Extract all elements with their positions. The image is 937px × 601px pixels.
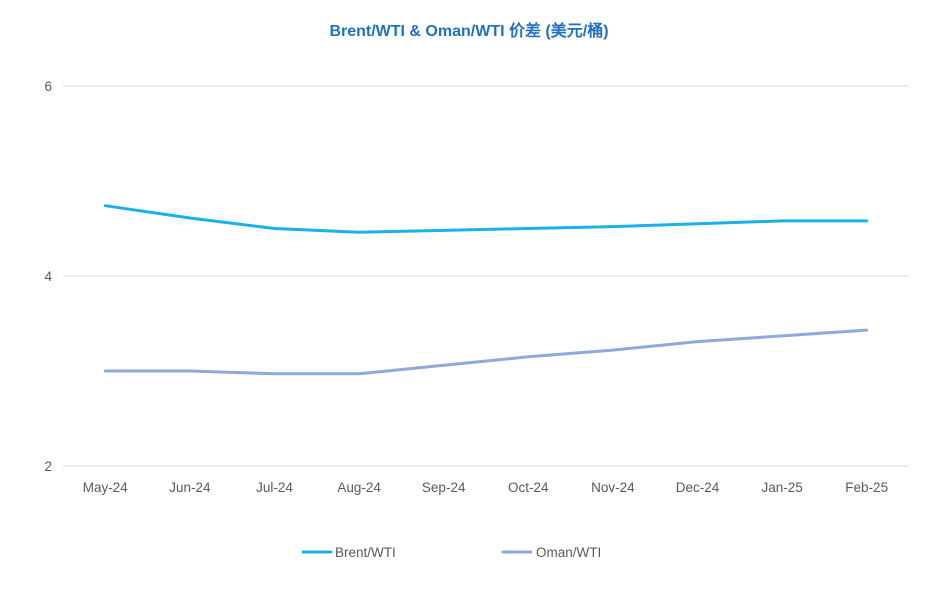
data-point-brent-wti-aug-24 xyxy=(356,229,362,235)
x-tick-label-feb-25: Feb-25 xyxy=(845,480,888,495)
x-tick-label-jun-24: Jun-24 xyxy=(169,480,211,495)
series-line-oman-wti xyxy=(103,328,869,376)
series-line-brent-wti xyxy=(103,204,869,234)
data-point-oman-wti-feb-25 xyxy=(864,327,870,333)
data-point-brent-wti-may-24 xyxy=(102,203,108,209)
data-point-oman-wti-dec-24 xyxy=(695,339,701,345)
data-point-brent-wti-jun-24 xyxy=(187,215,193,221)
x-tick-label-jan-25: Jan-25 xyxy=(761,480,802,495)
data-point-brent-wti-dec-24 xyxy=(695,221,701,227)
y-tick-label-2: 2 xyxy=(44,459,52,474)
gridlines xyxy=(63,85,909,467)
data-point-brent-wti-jul-24 xyxy=(272,226,278,232)
data-point-brent-wti-jan-25 xyxy=(779,218,785,224)
legend-label-brent-wti: Brent/WTI xyxy=(335,545,396,560)
data-point-oman-wti-oct-24 xyxy=(525,354,531,360)
data-point-oman-wti-jan-25 xyxy=(779,333,785,339)
series-lines xyxy=(102,203,870,377)
data-point-oman-wti-jul-24 xyxy=(272,371,278,377)
data-point-oman-wti-may-24 xyxy=(102,368,108,374)
legend: Brent/WTI Oman/WTI xyxy=(301,545,601,560)
y-axis-tick-labels: 2 4 6 xyxy=(44,79,52,474)
data-point-oman-wti-jun-24 xyxy=(187,368,193,374)
data-point-brent-wti-sep-24 xyxy=(441,227,447,233)
x-axis-tick-labels: May-24 Jun-24 Jul-24 Aug-24 Sep-24 Oct-24 Nov-… xyxy=(83,480,888,495)
data-point-oman-wti-nov-24 xyxy=(610,347,616,353)
x-tick-label-may-24: May-24 xyxy=(83,480,129,495)
legend-item-brent-wti: Brent/WTI xyxy=(301,545,396,560)
data-point-brent-wti-feb-25 xyxy=(864,218,870,224)
data-point-brent-wti-oct-24 xyxy=(525,226,531,232)
x-tick-label-jul-24: Jul-24 xyxy=(256,480,293,495)
x-tick-label-dec-24: Dec-24 xyxy=(676,480,720,495)
data-point-brent-wti-nov-24 xyxy=(610,224,616,230)
x-tick-label-sep-24: Sep-24 xyxy=(422,480,466,495)
chart-title: Brent/WTI & Oman/WTI 价差 (美元/桶) xyxy=(329,21,608,40)
data-point-oman-wti-aug-24 xyxy=(356,371,362,377)
y-tick-label-4: 4 xyxy=(44,269,52,284)
x-tick-label-nov-24: Nov-24 xyxy=(591,480,635,495)
legend-label-oman-wti: Oman/WTI xyxy=(536,545,601,560)
legend-item-oman-wti: Oman/WTI xyxy=(501,545,601,560)
x-tick-label-aug-24: Aug-24 xyxy=(337,480,381,495)
data-point-oman-wti-sep-24 xyxy=(441,362,447,368)
x-tick-label-oct-24: Oct-24 xyxy=(508,480,549,495)
y-tick-label-6: 6 xyxy=(44,79,52,94)
